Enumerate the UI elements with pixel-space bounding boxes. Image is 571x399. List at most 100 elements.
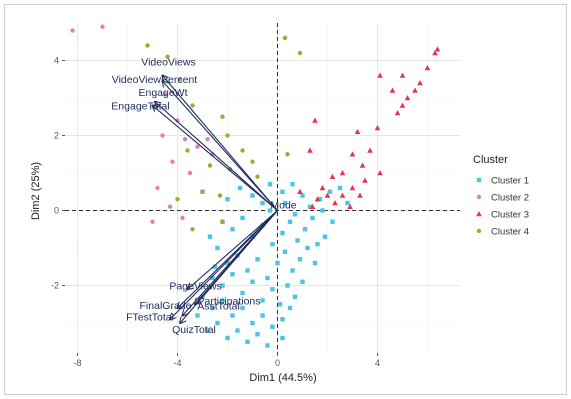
cluster-1-point bbox=[300, 279, 305, 284]
cluster-1-point bbox=[277, 302, 283, 307]
legend-label-cluster-3: Cluster 3 bbox=[491, 210, 529, 221]
x-axis-label: Dim1 (44.5%) bbox=[249, 372, 316, 384]
cluster-1-point bbox=[292, 212, 298, 217]
cluster-4-point bbox=[220, 114, 225, 119]
x-tick-label: 0 bbox=[275, 358, 280, 368]
cluster-1-point bbox=[210, 275, 215, 281]
cluster-3-point bbox=[399, 72, 406, 78]
vector-label-assttotal: AsstTotal bbox=[197, 301, 240, 313]
cluster-1-point bbox=[285, 283, 290, 288]
cluster-1-point bbox=[282, 249, 288, 254]
vector-label-engagewt: EngageWt bbox=[138, 87, 187, 99]
cluster-3-point bbox=[329, 173, 336, 179]
cluster-1-point bbox=[210, 305, 215, 311]
cluster-1-point bbox=[240, 290, 245, 296]
cluster-1-point bbox=[307, 204, 313, 209]
cluster-4-point bbox=[190, 103, 195, 108]
cluster-1-point bbox=[260, 313, 265, 318]
cluster-4-point bbox=[177, 77, 183, 82]
cluster-1-point bbox=[250, 193, 255, 198]
cluster-1-point bbox=[280, 317, 285, 322]
y-tick-label: 0 bbox=[54, 206, 59, 216]
cluster-1-point bbox=[280, 189, 285, 194]
cluster-1-point bbox=[305, 245, 310, 251]
cluster-3-point bbox=[339, 170, 346, 176]
cluster-3-point bbox=[377, 170, 383, 176]
cluster-4-point bbox=[282, 35, 288, 41]
cluster-3-point bbox=[314, 196, 321, 202]
cluster-1-point bbox=[260, 200, 265, 206]
cluster-1-point bbox=[265, 275, 270, 281]
cluster-1-point bbox=[330, 219, 335, 224]
loading-vector-videoviews bbox=[163, 76, 278, 211]
legend-key-cluster-1 bbox=[476, 177, 482, 183]
vector-label-participations: Participations bbox=[197, 295, 260, 307]
cluster-1-point bbox=[275, 260, 280, 266]
legend-key-cluster-2 bbox=[476, 194, 482, 200]
loading-vector-quiztotal bbox=[180, 210, 278, 324]
cluster-4-point bbox=[225, 133, 230, 138]
y-tick-label: 2 bbox=[54, 131, 59, 141]
cluster-2-point bbox=[182, 137, 188, 142]
x-tick-label: -8 bbox=[73, 358, 81, 368]
cluster-1-point bbox=[255, 332, 260, 337]
cluster-3-point bbox=[434, 46, 441, 52]
cluster-4-point bbox=[297, 50, 303, 56]
cluster-1-point bbox=[230, 272, 235, 277]
cluster-1-point bbox=[312, 260, 318, 266]
cluster-1-point bbox=[250, 320, 255, 326]
cluster-3-point bbox=[354, 128, 361, 134]
cluster-1-point bbox=[280, 230, 285, 236]
cluster-3-point bbox=[307, 147, 313, 153]
legend-title: Cluster bbox=[473, 154, 508, 166]
cluster-1-point bbox=[287, 219, 293, 224]
figure-frame: VideoViews VideoViewPercent EngageWt Engage… bbox=[4, 4, 567, 395]
cluster-3-point bbox=[332, 200, 338, 206]
cluster-1-point bbox=[270, 324, 275, 329]
cluster-3-point bbox=[367, 147, 373, 153]
legend-key-cluster-4 bbox=[476, 228, 482, 234]
cluster-1-point bbox=[345, 200, 350, 206]
legend-label-cluster-4: Cluster 4 bbox=[491, 227, 529, 238]
legend-label-cluster-1: Cluster 1 bbox=[491, 176, 529, 187]
cluster-1-point bbox=[292, 294, 298, 299]
cluster-4-point bbox=[185, 148, 190, 153]
cluster-1-point bbox=[327, 189, 333, 194]
cluster-3-point bbox=[309, 203, 316, 209]
cluster-3-point bbox=[357, 192, 363, 198]
cluster-1-point bbox=[265, 343, 270, 348]
cluster-1-point bbox=[260, 298, 265, 303]
cluster-4-point bbox=[240, 148, 245, 153]
cluster-1-point bbox=[267, 182, 273, 187]
cluster-1-point bbox=[290, 182, 295, 187]
y-tick-label: -2 bbox=[51, 281, 59, 291]
cluster-1-point bbox=[282, 200, 288, 206]
cluster-3-point bbox=[417, 80, 423, 86]
cluster-3-point bbox=[339, 192, 346, 198]
cluster-1-point bbox=[230, 313, 235, 318]
cluster-4-point bbox=[165, 54, 170, 59]
cluster-1-point bbox=[300, 193, 305, 198]
cluster-3-point bbox=[312, 117, 318, 123]
cluster-3-point bbox=[374, 125, 381, 131]
cluster-1-point bbox=[280, 335, 285, 341]
y-tick-label: 4 bbox=[54, 56, 59, 66]
cluster-4-point bbox=[255, 174, 260, 179]
cluster-3-point bbox=[349, 185, 356, 191]
cluster-1-point bbox=[337, 185, 343, 191]
cluster-2-point bbox=[155, 185, 160, 191]
cluster-1-point bbox=[220, 298, 225, 303]
x-tick-label: 4 bbox=[375, 358, 380, 368]
cluster-1-point bbox=[237, 185, 243, 191]
cluster-4-point bbox=[175, 197, 180, 202]
cluster-3-point bbox=[404, 95, 411, 101]
cluster-1-point bbox=[270, 287, 275, 292]
cluster-1-point bbox=[207, 234, 213, 239]
cluster-1-point bbox=[320, 208, 325, 213]
cluster-1-point bbox=[255, 257, 260, 262]
cluster-2-point bbox=[160, 133, 165, 138]
cluster-4-point bbox=[217, 193, 223, 198]
cluster-2-point bbox=[70, 28, 75, 33]
cluster-3-point bbox=[424, 65, 431, 71]
cluster-3-point bbox=[362, 177, 368, 183]
